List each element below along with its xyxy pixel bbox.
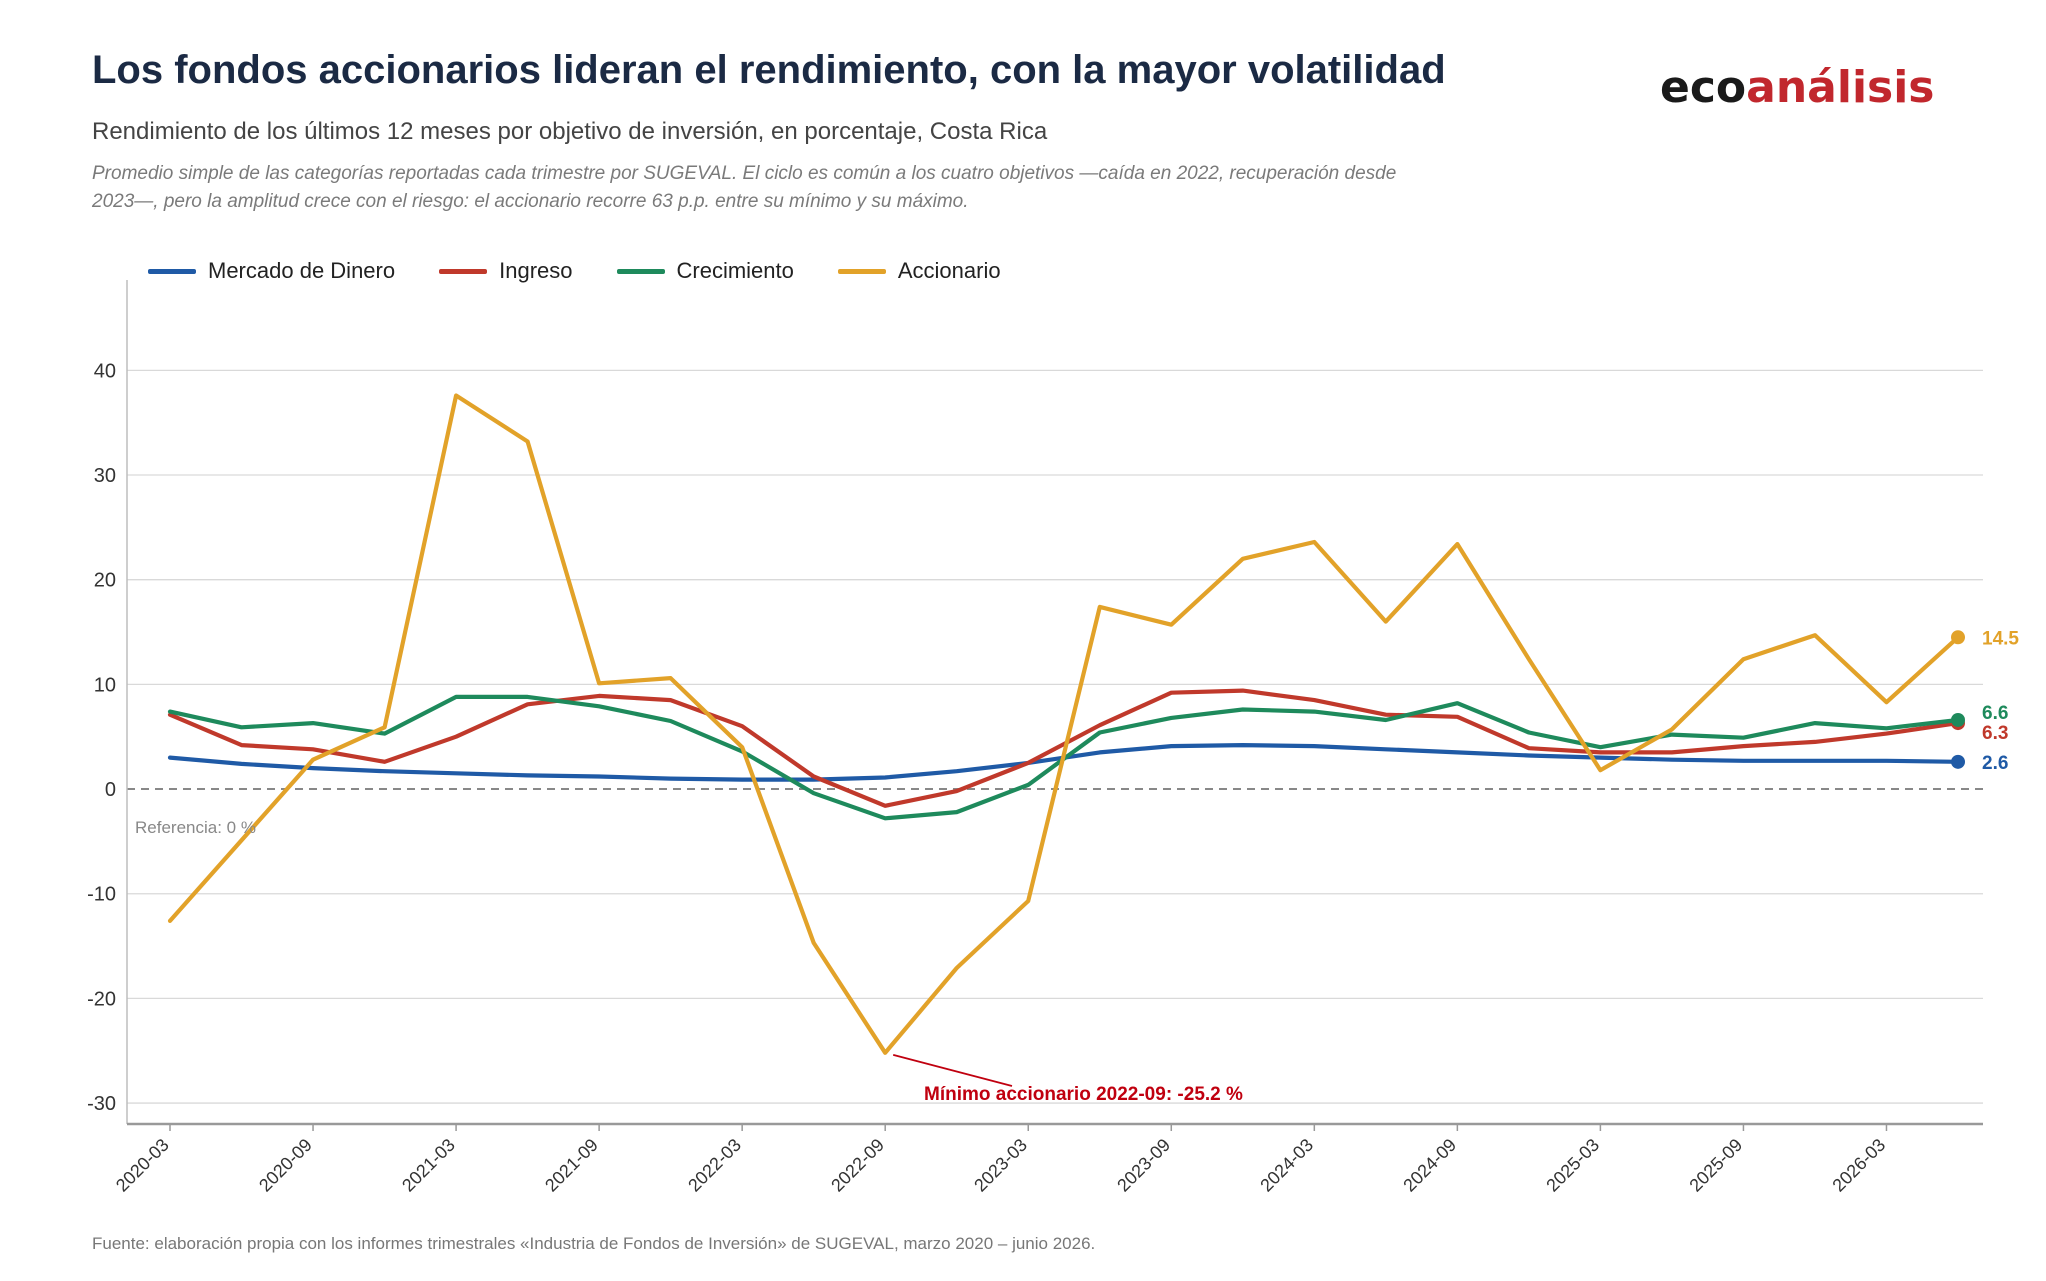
y-tick-label: -30 <box>87 1093 116 1115</box>
ecoanalisis-logo: ecoanálisis <box>1660 62 1935 122</box>
x-tick-label: 2020-09 <box>255 1135 316 1196</box>
x-tick-label: 2025-09 <box>1685 1135 1746 1196</box>
legend-item-dinero: Mercado de Dinero <box>148 258 395 284</box>
end-label-dinero: 2.6 <box>1982 753 2008 774</box>
x-tick-label: 2024-03 <box>1256 1135 1317 1196</box>
y-tick-label: -20 <box>87 988 116 1010</box>
logo-part-eco: eco <box>1660 62 1747 113</box>
chart-subtitle: Rendimiento de los últimos 12 meses por … <box>92 118 1048 145</box>
y-tick-label: 0 <box>105 779 116 801</box>
source-note: Fuente: elaboración propia con los infor… <box>92 1234 1096 1253</box>
legend-label-dinero: Mercado de Dinero <box>208 258 396 283</box>
y-tick-label: 40 <box>94 360 116 382</box>
logo-part-analisis: análisis <box>1746 62 1935 113</box>
chart-note: Promedio simple de las categorías report… <box>92 163 1397 212</box>
y-tick-label: 30 <box>94 465 116 487</box>
end-label-accionario: 14.5 <box>1982 628 2019 649</box>
x-tick-label: 2022-09 <box>827 1135 888 1196</box>
y-tick-label: 20 <box>94 570 116 592</box>
x-tick-label: 2024-09 <box>1399 1135 1460 1196</box>
labels: Referencia: 0 % 2.6 6.36.6 14.5 Mínimo accio… <box>135 628 2019 1105</box>
x-tick-label: 2023-09 <box>1113 1135 1174 1196</box>
x-tick-label: 2022-03 <box>684 1135 745 1196</box>
end-point-dinero <box>1951 754 1965 769</box>
annotation-leader <box>892 1053 1013 1087</box>
legend-item-accionario: Accionario <box>837 258 1001 284</box>
legend-label-accionario: Accionario <box>897 258 1001 283</box>
legend-swatch-dinero <box>148 268 196 274</box>
legend-swatch-ingreso <box>439 268 488 274</box>
legend-label-ingreso: Ingreso <box>499 258 573 283</box>
y-tick-label: 10 <box>94 674 116 696</box>
end-point-accionario <box>1951 630 1965 645</box>
end-point-crecimiento <box>1951 712 1965 727</box>
x-tick-label: 2026-03 <box>1828 1135 1889 1196</box>
end-label-ingreso: 6.3 <box>1982 723 2008 744</box>
series-line-ingreso <box>167 688 1961 808</box>
legend-swatch-crecimiento <box>616 268 665 274</box>
series-lines <box>167 393 1965 1055</box>
legend-item-crecimiento: Crecimiento <box>616 258 794 284</box>
chart-title: Los fondos accionarios lideran el rendim… <box>92 48 1446 92</box>
x-tick-label: 2020-03 <box>112 1135 173 1196</box>
end-label-crecimiento: 6.6 <box>1982 703 2008 724</box>
y-tick-label: -10 <box>87 884 116 906</box>
reference-label: Referencia: 0 % <box>135 818 256 837</box>
legend-item-ingreso: Ingreso <box>439 258 573 284</box>
legend-swatch-accionario <box>837 268 886 274</box>
series-line-accionario <box>167 393 1961 1055</box>
legend-label-crecimiento: Crecimiento <box>676 258 794 283</box>
chart-legend: Mercado de Dinero Ingreso Crecimiento Ac… <box>148 258 1001 284</box>
x-tick-label: 2021-03 <box>398 1135 459 1196</box>
x-tick-label: 2023-03 <box>970 1135 1031 1196</box>
grid-lines <box>127 369 1983 1104</box>
x-tick-label: 2025-03 <box>1542 1135 1603 1196</box>
annotation-min-accionario: Mínimo accionario 2022-09: -25.2 % <box>924 1084 1243 1105</box>
x-tick-label: 2021-09 <box>541 1135 602 1196</box>
